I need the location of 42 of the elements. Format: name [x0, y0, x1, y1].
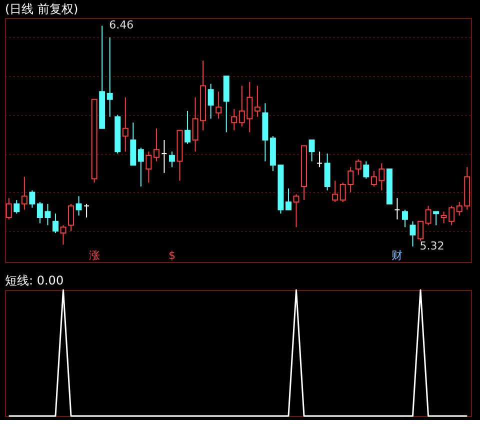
candlestick	[146, 151, 152, 184]
candlestick	[308, 140, 315, 162]
candlestick	[60, 224, 66, 246]
candlestick	[184, 110, 190, 144]
candlestick	[418, 220, 424, 242]
candlestick	[394, 198, 400, 220]
candlestick	[68, 203, 74, 232]
candlestick	[316, 151, 323, 168]
candlestick	[433, 211, 440, 226]
annotation: $	[168, 249, 176, 262]
candlestick	[122, 96, 128, 152]
candlestick	[138, 147, 144, 187]
annotation: 财	[392, 249, 403, 262]
candlestick	[29, 190, 36, 208]
candlestick	[216, 91, 222, 120]
candlestick	[208, 83, 214, 120]
candlestick	[286, 188, 292, 210]
candlestick	[52, 213, 58, 234]
candlestick	[410, 220, 416, 248]
candlestick	[231, 108, 238, 131]
chart-title: (日线 前复权)	[5, 2, 78, 16]
annotation: 6.46	[109, 18, 134, 32]
candlestick	[425, 205, 432, 226]
candlestick	[324, 153, 330, 191]
annotation: 5.32	[420, 240, 444, 253]
candlestick	[363, 160, 370, 180]
candlestick	[332, 180, 338, 202]
candlestick	[402, 209, 408, 228]
candlestick	[6, 198, 12, 220]
candlestick	[21, 176, 28, 210]
candlestick	[169, 151, 175, 168]
candlestick	[14, 200, 20, 214]
candlestick	[293, 194, 300, 228]
chart-title: 短线: 0.00	[5, 273, 64, 288]
candlestick	[355, 158, 362, 176]
candlestick	[76, 196, 82, 216]
candlestick	[161, 140, 168, 174]
candlestick	[153, 128, 160, 162]
candlestick	[106, 36, 113, 118]
candlestick	[254, 85, 260, 118]
candlestick	[84, 203, 90, 218]
annotation: 涨	[88, 249, 100, 262]
